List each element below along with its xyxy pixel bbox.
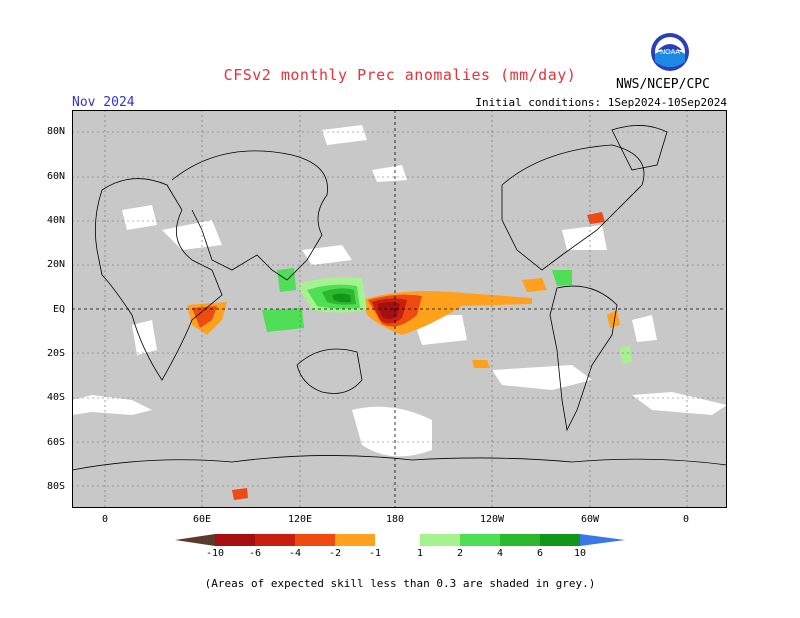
lat-label: 20N	[46, 259, 65, 270]
initial-conditions: Initial conditions: 1Sep2024-10Sep2024	[475, 96, 727, 109]
svg-text:NOAA: NOAA	[660, 49, 680, 56]
colorbar-label: -2	[328, 548, 342, 559]
wet-anomalies	[262, 268, 632, 364]
skill-footnote: (Areas of expected skill less than 0.3 a…	[204, 577, 596, 590]
forecast-month: Nov 2024	[72, 95, 135, 110]
reference-lines	[72, 110, 727, 508]
colorbar-label: 6	[536, 548, 544, 559]
agency-label: NWS/NCEP/CPC	[616, 77, 710, 92]
lat-label: EQ	[52, 304, 65, 315]
lat-label: 20S	[46, 348, 65, 359]
colorbar-label: 1	[416, 548, 424, 559]
coastlines	[72, 125, 727, 471]
lon-label: 0	[101, 514, 109, 525]
colorbar-swatch	[215, 534, 255, 546]
noaa-logo: NOAA	[651, 33, 689, 71]
lat-label: 60S	[46, 437, 65, 448]
graticule	[72, 110, 727, 508]
lon-label: 180	[385, 514, 405, 525]
colorbar-label: 2	[456, 548, 464, 559]
colorbar	[175, 534, 625, 546]
lon-label: 60E	[192, 514, 212, 525]
lat-label: 60N	[46, 171, 65, 182]
anomaly-map	[72, 110, 727, 508]
colorbar-label: -4	[288, 548, 302, 559]
colorbar-swatch	[375, 534, 420, 546]
colorbar-label: -1	[368, 548, 382, 559]
colorbar-swatch	[295, 534, 335, 546]
lat-label: 40N	[46, 215, 65, 226]
colorbar-swatch	[460, 534, 500, 546]
lat-label: 40S	[46, 392, 65, 403]
lon-label: 0	[682, 514, 690, 525]
colorbar-swatch	[335, 534, 375, 546]
colorbar-arrow-low	[175, 534, 215, 546]
colorbar-label: 4	[496, 548, 504, 559]
colorbar-swatch	[540, 534, 580, 546]
lon-label: 60W	[580, 514, 600, 525]
dry-anomalies	[187, 212, 620, 500]
lat-label: 80S	[46, 481, 65, 492]
colorbar-label: 10	[573, 548, 587, 559]
lat-label: 80N	[46, 126, 65, 137]
colorbar-swatch	[500, 534, 540, 546]
colorbar-swatch	[255, 534, 295, 546]
lon-label: 120E	[287, 514, 313, 525]
map-frame	[72, 110, 727, 508]
colorbar-swatch	[420, 534, 460, 546]
map-title: CFSv2 monthly Prec anomalies (mm/day)	[223, 66, 577, 84]
colorbar-label: -6	[248, 548, 262, 559]
lon-label: 120W	[479, 514, 505, 525]
colorbar-label: -10	[205, 548, 225, 559]
colorbar-arrow-high	[580, 534, 625, 546]
